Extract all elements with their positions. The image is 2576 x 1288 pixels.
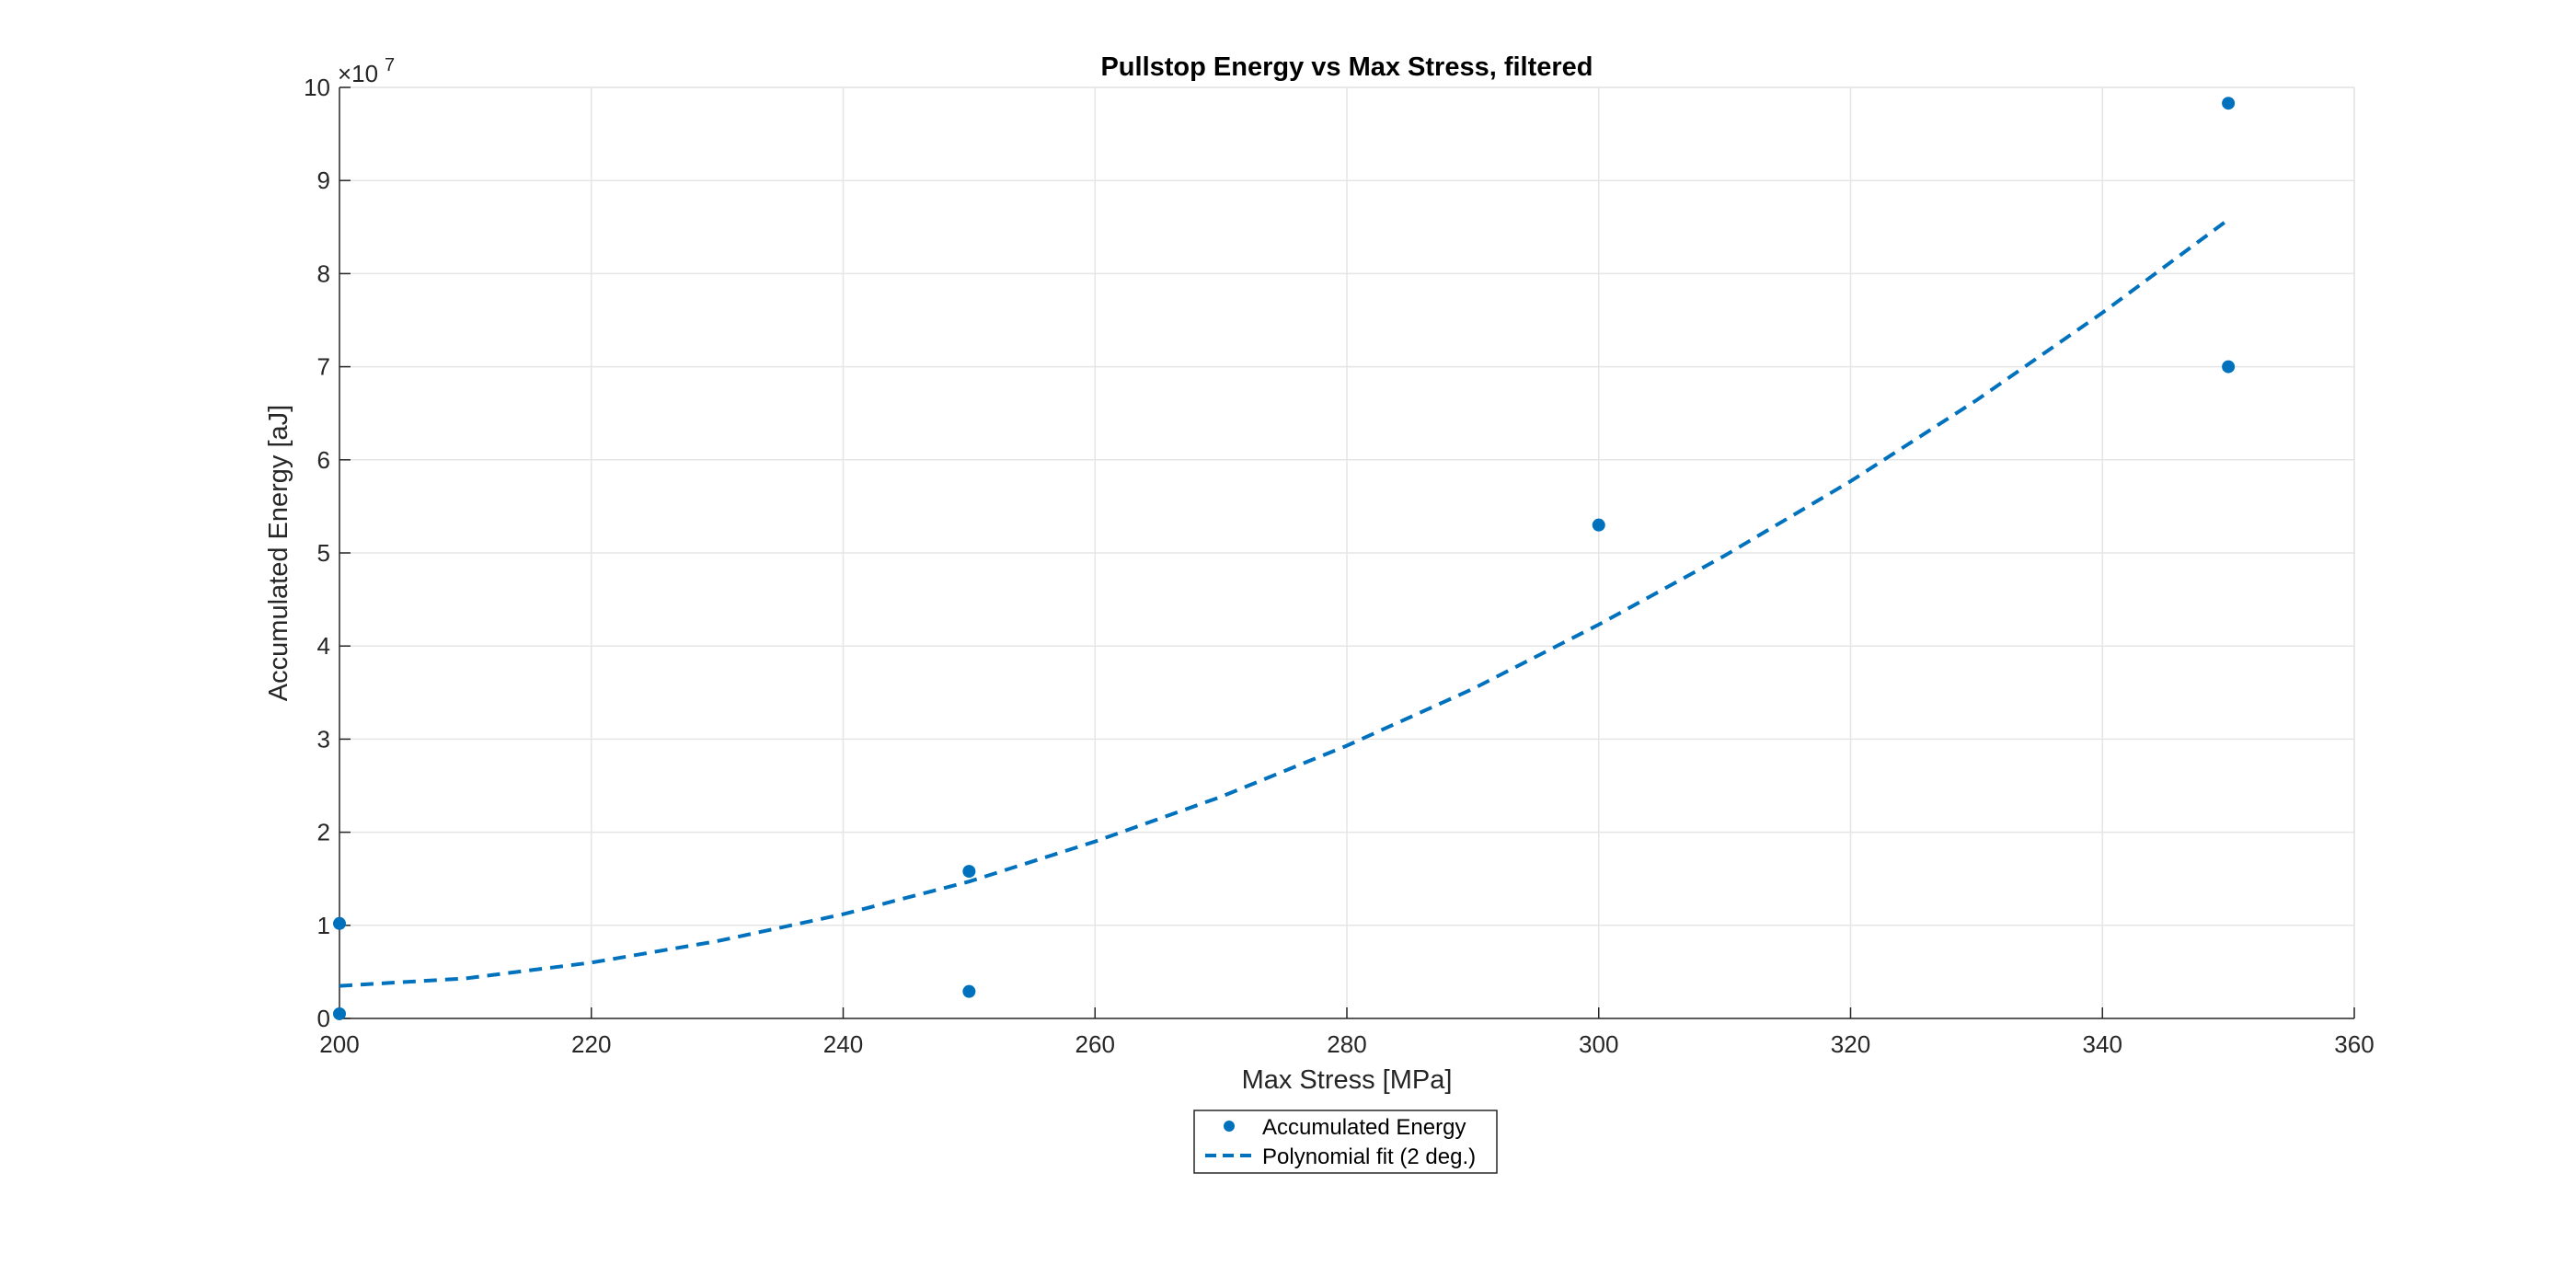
fit-line <box>339 218 2230 988</box>
y-exponent-label: ×10 7 <box>338 55 395 87</box>
data-point <box>962 984 976 998</box>
legend-marker-scatter <box>1224 1121 1235 1132</box>
y-tick-label: 6 <box>317 446 330 474</box>
data-point <box>962 865 976 879</box>
y-exponent-base: ×10 <box>338 60 378 87</box>
y-tick-label: 3 <box>317 725 330 753</box>
legend-box <box>1193 1110 1498 1174</box>
x-tick-label: 340 <box>2083 1030 2122 1058</box>
y-tick-label: 9 <box>317 167 330 194</box>
chart-title: Pullstop Energy vs Max Stress, filtered <box>1100 52 1593 82</box>
y-axis-label: Accumulated Energy [aJ] <box>264 405 293 701</box>
y-tick-label: 5 <box>317 539 330 567</box>
data-point <box>2222 360 2236 374</box>
y-tick-label: 4 <box>317 632 330 660</box>
y-tick-label: 8 <box>317 259 330 287</box>
data-point <box>333 1006 346 1020</box>
y-tick-label: 10 <box>304 74 330 101</box>
y-axis-ticks: 0 1 2 3 4 5 6 7 8 9 10 <box>304 74 351 1032</box>
x-tick-label: 200 <box>319 1030 359 1058</box>
x-tick-label: 320 <box>1831 1030 1870 1058</box>
y-tick-label: 0 <box>317 1005 330 1032</box>
x-tick-label: 260 <box>1075 1030 1115 1058</box>
y-tick-label: 2 <box>317 819 330 846</box>
legend-label-scatter: Accumulated Energy <box>1262 1115 1466 1140</box>
data-point <box>2222 97 2236 110</box>
legend: Accumulated Energy Polynomial fit (2 deg… <box>1193 1110 1498 1174</box>
x-tick-label: 220 <box>571 1030 611 1058</box>
x-tick-label: 300 <box>1579 1030 1618 1058</box>
x-axis-label: Max Stress [MPa] <box>1242 1065 1453 1095</box>
legend-label-fit: Polynomial fit (2 deg.) <box>1262 1144 1476 1169</box>
data-point <box>1592 518 1605 532</box>
grid <box>339 87 2354 1018</box>
x-tick-label: 360 <box>2334 1030 2374 1058</box>
y-tick-label: 1 <box>317 912 330 939</box>
data-point <box>333 916 346 930</box>
x-tick-label: 280 <box>1327 1030 1366 1058</box>
x-axis-ticks: 200 220 240 260 280 300 320 340 360 <box>319 1007 2375 1058</box>
y-exponent-power: 7 <box>385 55 395 75</box>
x-tick-label: 240 <box>823 1030 863 1058</box>
y-tick-label: 7 <box>317 353 330 381</box>
series <box>333 97 2236 1020</box>
